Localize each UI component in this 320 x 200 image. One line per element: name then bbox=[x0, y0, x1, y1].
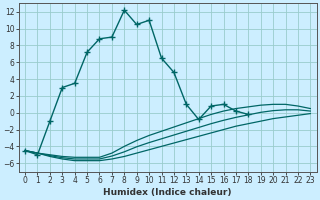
X-axis label: Humidex (Indice chaleur): Humidex (Indice chaleur) bbox=[103, 188, 232, 197]
